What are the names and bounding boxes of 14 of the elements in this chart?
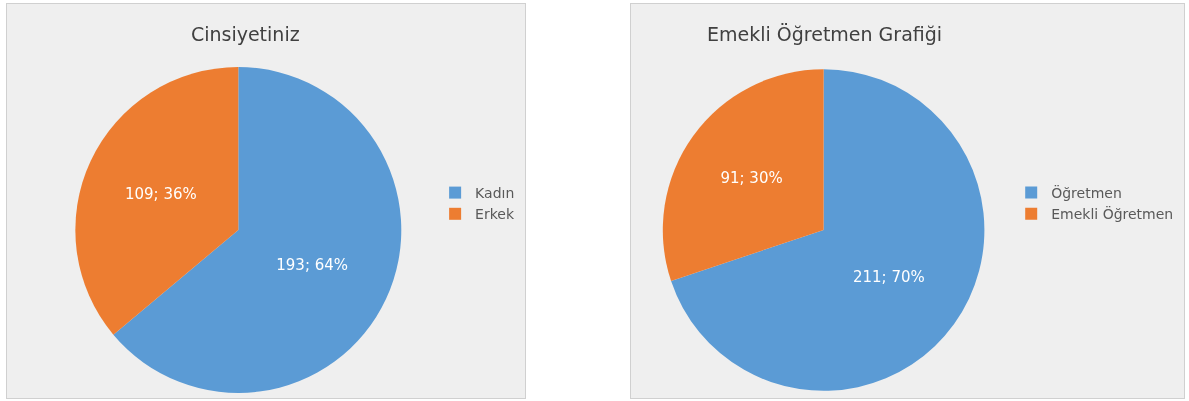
pie-slice: [663, 69, 824, 281]
data-label: 91; 30%: [720, 169, 783, 188]
pie-slice: [75, 67, 239, 335]
legend-label: Öğretmen: [1051, 184, 1122, 202]
data-label: 109; 36%: [124, 184, 197, 203]
legend-label: Kadın: [475, 185, 515, 202]
pie-slice: [671, 69, 985, 391]
chart-title: Emekli Öğretmen Grafiği: [706, 22, 943, 45]
data-label: 193; 64%: [276, 255, 349, 274]
chart-title: Cinsiyetiniz: [190, 22, 300, 45]
data-label: 211; 70%: [852, 268, 925, 287]
legend-label: Erkek: [475, 206, 515, 223]
legend-label: Emekli Öğretmen: [1051, 205, 1174, 223]
pie-slice: [113, 67, 402, 393]
